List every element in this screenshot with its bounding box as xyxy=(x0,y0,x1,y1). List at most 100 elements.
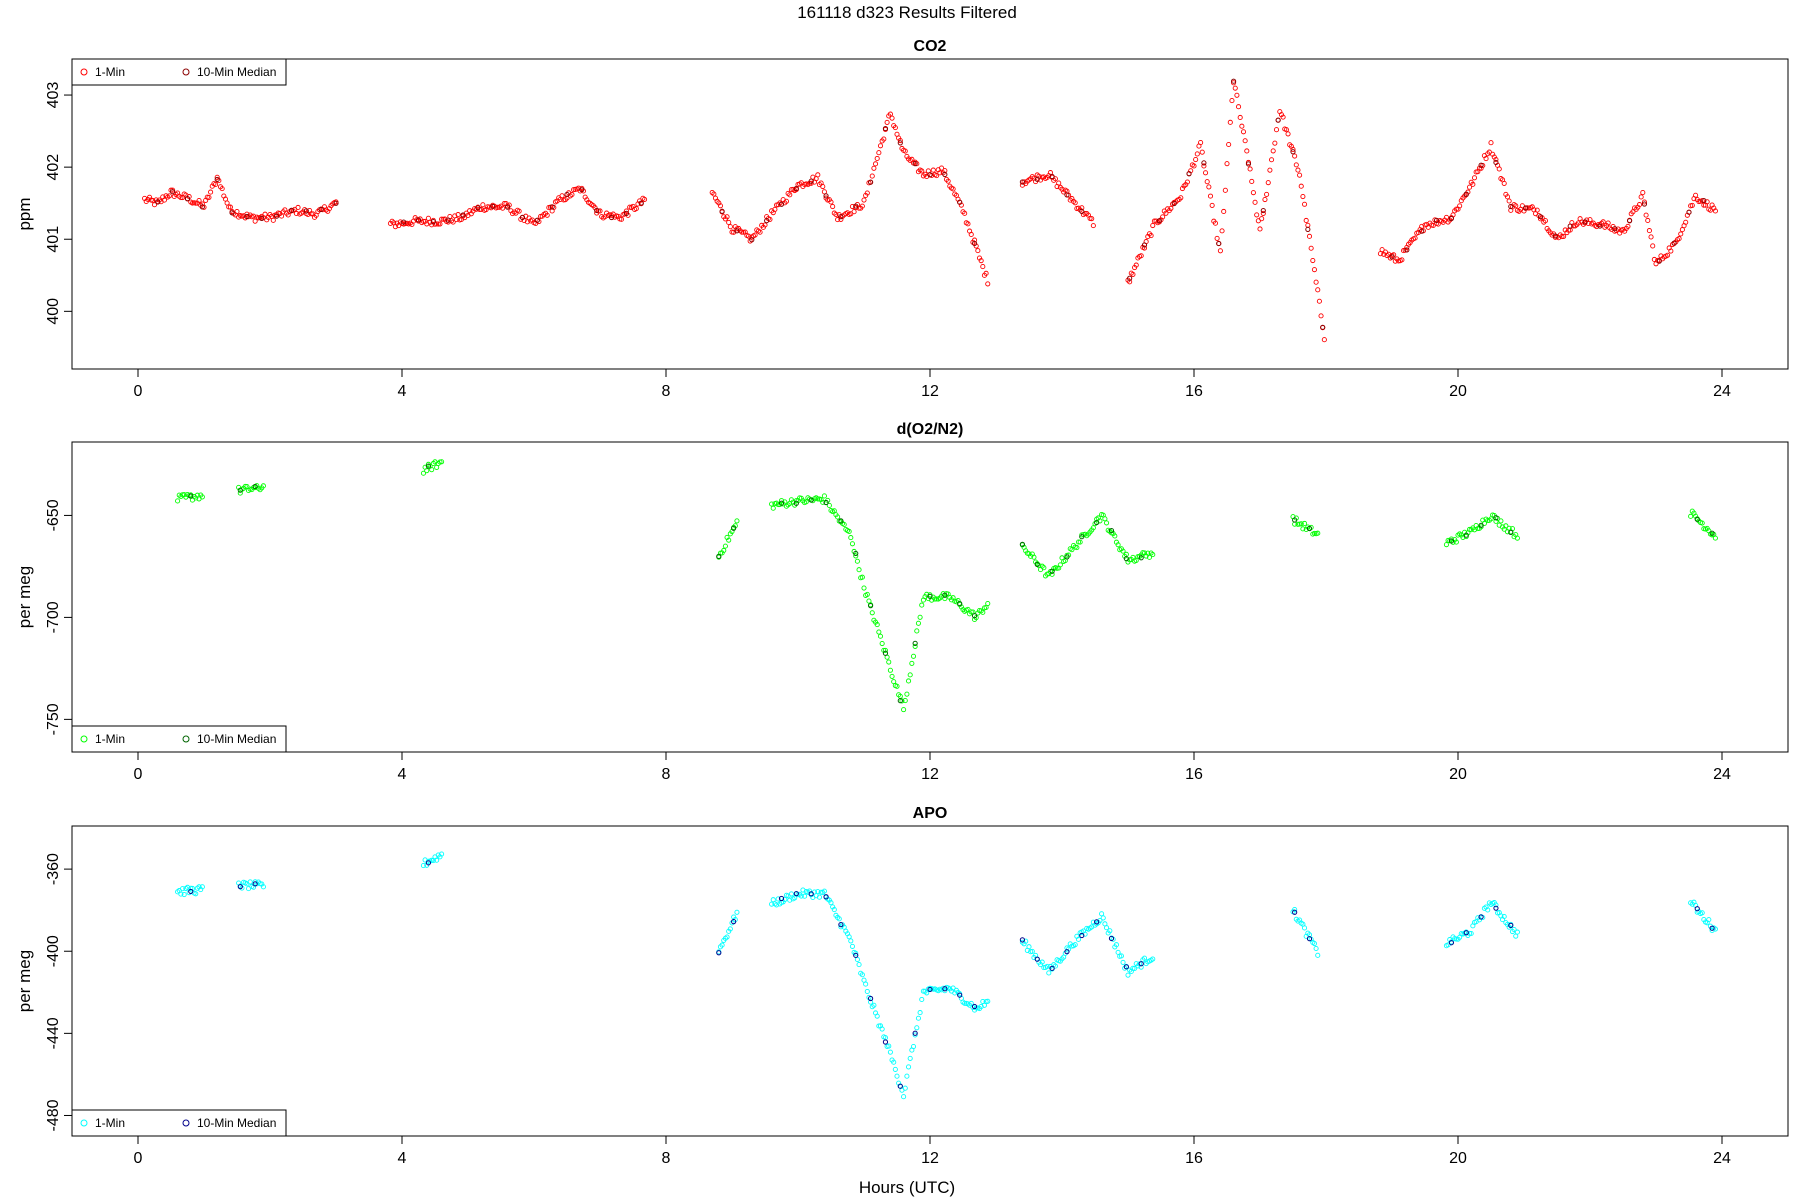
data-point xyxy=(1262,196,1268,203)
data-point xyxy=(1514,535,1520,541)
data-point xyxy=(1264,191,1270,197)
median-point xyxy=(749,237,755,243)
data-point xyxy=(1194,151,1200,157)
legend-label-median: 10-Min Median xyxy=(197,65,276,79)
data-point xyxy=(892,1066,898,1072)
data-point xyxy=(179,886,186,892)
data-point xyxy=(902,148,908,154)
median-point xyxy=(808,497,814,503)
data-point xyxy=(985,281,991,287)
median-point xyxy=(957,600,963,607)
x-tick-label: 20 xyxy=(1449,1150,1467,1167)
data-point xyxy=(1605,220,1611,226)
data-point xyxy=(879,640,885,647)
data-point xyxy=(836,916,842,922)
data-point xyxy=(260,483,266,489)
data-point xyxy=(864,988,870,995)
median-point xyxy=(1463,930,1469,936)
median-point xyxy=(1216,240,1222,247)
data-point xyxy=(1689,202,1695,208)
data-point xyxy=(1163,210,1169,216)
data-point xyxy=(848,535,854,541)
median-point xyxy=(1094,519,1100,526)
data-point xyxy=(853,950,859,956)
median-point xyxy=(882,650,889,656)
data-point xyxy=(1112,533,1118,539)
data-point xyxy=(1311,940,1317,947)
data-point xyxy=(859,203,865,209)
x-tick-label: 12 xyxy=(921,383,939,400)
data-point xyxy=(745,233,752,239)
y-tick-label: -480 xyxy=(45,1099,62,1131)
data-point xyxy=(439,851,445,857)
median-point xyxy=(237,487,243,493)
median-point xyxy=(1108,527,1115,534)
median-point xyxy=(505,204,511,210)
data-point xyxy=(869,610,875,616)
median-point xyxy=(184,196,191,202)
data-point xyxy=(1074,545,1080,551)
median-point xyxy=(1049,173,1055,180)
data-point xyxy=(968,231,974,238)
data-point xyxy=(1239,123,1245,129)
data-point xyxy=(1303,217,1309,224)
data-point xyxy=(1513,203,1519,209)
median-point xyxy=(1567,223,1573,229)
x-tick-label: 4 xyxy=(398,766,407,783)
median-point xyxy=(1478,522,1484,528)
data-point xyxy=(1293,162,1299,168)
data-point xyxy=(1249,178,1255,184)
data-point xyxy=(887,1049,893,1055)
data-point xyxy=(161,197,167,203)
data-point xyxy=(196,198,202,204)
median-point xyxy=(1138,555,1144,561)
median-point xyxy=(1582,219,1588,225)
data-point xyxy=(917,1010,923,1016)
x-axis-label: Hours (UTC) xyxy=(859,1178,955,1197)
data-point xyxy=(1636,202,1643,208)
data-point xyxy=(962,1000,968,1006)
data-point xyxy=(1503,523,1509,529)
median-point xyxy=(1552,233,1558,239)
data-point xyxy=(623,208,629,214)
median-point xyxy=(1049,965,1055,971)
data-point xyxy=(1146,554,1152,560)
data-point xyxy=(841,521,847,528)
median-point xyxy=(897,140,903,146)
data-point xyxy=(181,892,187,898)
data-point xyxy=(1226,141,1232,148)
median-point xyxy=(288,207,295,213)
figure-title: 161118 d323 Results Filtered xyxy=(797,3,1017,22)
median-point xyxy=(793,500,799,506)
panel-title: APO xyxy=(913,805,948,822)
median-point xyxy=(853,550,859,557)
data-point xyxy=(864,190,870,196)
median-point xyxy=(1508,529,1514,535)
data-point xyxy=(420,863,427,869)
median-point xyxy=(244,213,250,220)
median-point xyxy=(1612,226,1618,232)
data-point xyxy=(1292,906,1298,913)
median-point xyxy=(1597,223,1603,229)
data-point xyxy=(861,197,867,203)
data-point xyxy=(1300,193,1306,200)
data-point xyxy=(871,1002,877,1008)
y-tick-label: 403 xyxy=(45,82,62,109)
data-point xyxy=(208,189,214,195)
median-point xyxy=(838,922,844,928)
median-point xyxy=(170,189,176,195)
data-point xyxy=(295,204,301,211)
data-point xyxy=(1217,248,1223,254)
data-point xyxy=(420,218,427,224)
data-point xyxy=(910,653,917,659)
median-point xyxy=(882,125,889,132)
data-point xyxy=(965,606,971,612)
median-point xyxy=(1123,556,1129,562)
median-point xyxy=(838,518,844,524)
median-point xyxy=(1108,935,1115,942)
data-point xyxy=(1041,565,1047,571)
median-point xyxy=(823,894,829,900)
data-point xyxy=(770,897,776,903)
data-point xyxy=(270,217,276,223)
data-point xyxy=(909,660,915,666)
